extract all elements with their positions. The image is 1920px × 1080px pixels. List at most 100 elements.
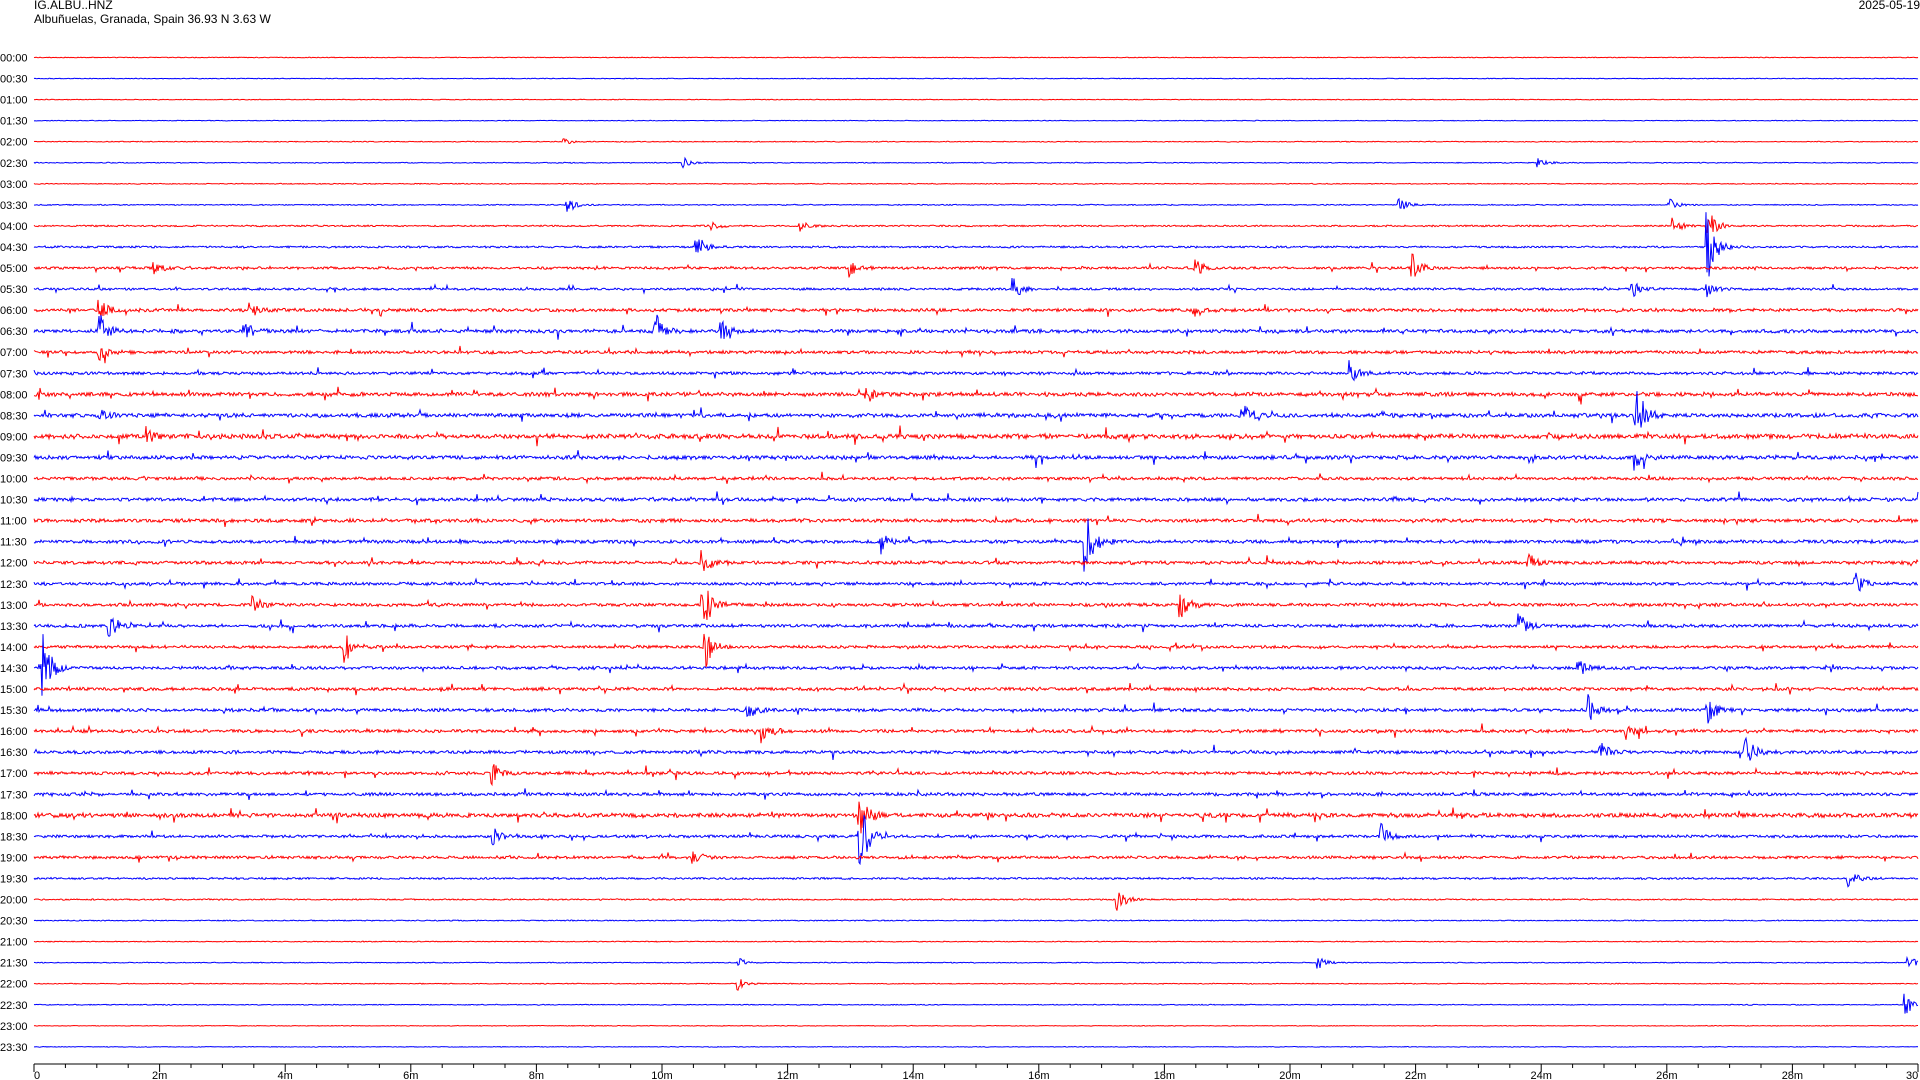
trace-row xyxy=(33,723,1919,744)
row-time-label: 04:30 xyxy=(0,242,28,254)
trace-row xyxy=(33,919,1919,922)
x-tick-label: 16m xyxy=(1028,1070,1049,1080)
x-tick-label: 18m xyxy=(1154,1070,1175,1080)
trace-row xyxy=(33,471,1919,485)
x-tick-label: 20m xyxy=(1279,1070,1300,1080)
row-time-label: 17:00 xyxy=(0,768,28,780)
row-time-label: 15:00 xyxy=(0,684,28,696)
trace-row xyxy=(33,197,1919,212)
trace-row xyxy=(33,518,1919,572)
row-label-group: 00:00 00:30 01:00 01:30 02:00 02:30 03:00 03:30… xyxy=(0,53,28,1054)
row-time-label: 08:00 xyxy=(0,389,28,401)
trace-row xyxy=(33,736,1919,761)
x-tick-label: 2m xyxy=(152,1070,167,1080)
row-time-label: 19:00 xyxy=(0,852,28,864)
record-date: 2025-05-19 xyxy=(1858,0,1920,12)
row-time-label: 05:00 xyxy=(0,263,28,275)
trace-row xyxy=(33,345,1919,364)
row-time-label: 07:00 xyxy=(0,347,28,359)
trace-group xyxy=(33,56,1919,1048)
x-axis: 0 2m 4m 6m 8m 10m 12m 14m 16m 18m 20m 22m 24m 26m 28m 3… xyxy=(33,1063,1919,1080)
trace-row xyxy=(33,77,1919,80)
row-time-label: 11:00 xyxy=(0,516,27,528)
x-tick-label: 22m xyxy=(1405,1070,1426,1080)
row-time-label: 20:00 xyxy=(0,895,28,907)
trace-row xyxy=(33,613,1919,637)
x-tick-label: 12m xyxy=(777,1070,798,1080)
trace-row xyxy=(33,694,1919,724)
x-tick-label: 6m xyxy=(403,1070,418,1080)
trace-row xyxy=(33,215,1918,233)
trace-row xyxy=(33,277,1919,298)
trace-row xyxy=(33,815,1919,866)
row-time-label: 03:00 xyxy=(0,179,28,191)
trace-row xyxy=(33,979,1919,991)
row-time-label: 15:30 xyxy=(0,705,28,717)
trace-row xyxy=(33,425,1919,447)
row-time-label: 09:30 xyxy=(0,452,28,464)
trace-row xyxy=(33,138,1919,145)
row-time-label: 18:30 xyxy=(0,831,28,843)
row-time-label: 07:30 xyxy=(0,368,28,380)
trace-row xyxy=(33,633,1919,668)
trace-row xyxy=(33,851,1919,864)
trace-row xyxy=(33,314,1919,340)
row-time-label: 06:30 xyxy=(0,326,28,338)
trace-row xyxy=(33,513,1919,527)
x-tick-label: 14m xyxy=(902,1070,923,1080)
trace-row xyxy=(33,788,1919,800)
trace-row xyxy=(33,955,1919,969)
trace-row xyxy=(33,450,1919,471)
row-time-label: 12:30 xyxy=(0,579,28,591)
row-time-label: 02:30 xyxy=(0,158,28,170)
trace-row xyxy=(33,56,1919,59)
row-time-label: 00:30 xyxy=(0,74,28,86)
trace-row xyxy=(33,491,1919,506)
row-time-label: 13:30 xyxy=(0,621,28,633)
trace-row xyxy=(33,1024,1918,1027)
row-time-label: 10:00 xyxy=(0,474,28,486)
trace-row xyxy=(33,572,1919,592)
row-time-label: 21:30 xyxy=(0,958,28,970)
x-tick-label: 0 xyxy=(34,1070,40,1080)
row-time-label: 03:30 xyxy=(0,200,28,212)
trace-row xyxy=(33,212,1919,277)
trace-row xyxy=(33,801,1919,834)
row-time-label: 17:30 xyxy=(0,789,28,801)
row-time-label: 19:30 xyxy=(0,873,28,885)
row-time-label: 01:00 xyxy=(0,95,28,107)
row-time-label: 14:00 xyxy=(0,642,28,654)
row-time-label: 02:00 xyxy=(0,137,28,149)
row-time-label: 22:00 xyxy=(0,979,28,991)
row-time-label: 04:00 xyxy=(0,221,28,233)
trace-row xyxy=(33,940,1919,943)
x-tick-label: 4m xyxy=(278,1070,293,1080)
trace-row xyxy=(33,550,1919,571)
trace-row xyxy=(33,993,1919,1014)
row-time-label: 01:30 xyxy=(0,116,28,128)
row-time-label: 13:00 xyxy=(0,600,28,612)
trace-row xyxy=(33,386,1918,405)
x-tick-label: 8m xyxy=(529,1070,544,1080)
row-time-label: 16:30 xyxy=(0,747,28,759)
row-time-label: 14:30 xyxy=(0,663,28,675)
row-time-label: 12:00 xyxy=(0,558,28,570)
row-time-label: 08:30 xyxy=(0,410,28,422)
row-time-label: 18:00 xyxy=(0,810,28,822)
row-time-label: 22:30 xyxy=(0,1000,28,1012)
trace-row xyxy=(33,682,1919,696)
x-tick-label: 30 xyxy=(1906,1070,1918,1080)
trace-row xyxy=(33,360,1919,382)
trace-row xyxy=(33,156,1919,169)
trace-row xyxy=(33,391,1919,428)
row-time-label: 20:30 xyxy=(0,916,28,928)
trace-row xyxy=(33,1045,1919,1048)
x-tick-label: 24m xyxy=(1530,1070,1551,1080)
trace-row xyxy=(33,892,1919,911)
trace-row xyxy=(33,764,1919,787)
row-time-label: 10:30 xyxy=(0,495,28,507)
x-tick-label: 26m xyxy=(1656,1070,1677,1080)
row-time-label: 05:30 xyxy=(0,284,28,296)
station-location: Albuñuelas, Granada, Spain 36.93 N 3.63 … xyxy=(34,12,271,26)
